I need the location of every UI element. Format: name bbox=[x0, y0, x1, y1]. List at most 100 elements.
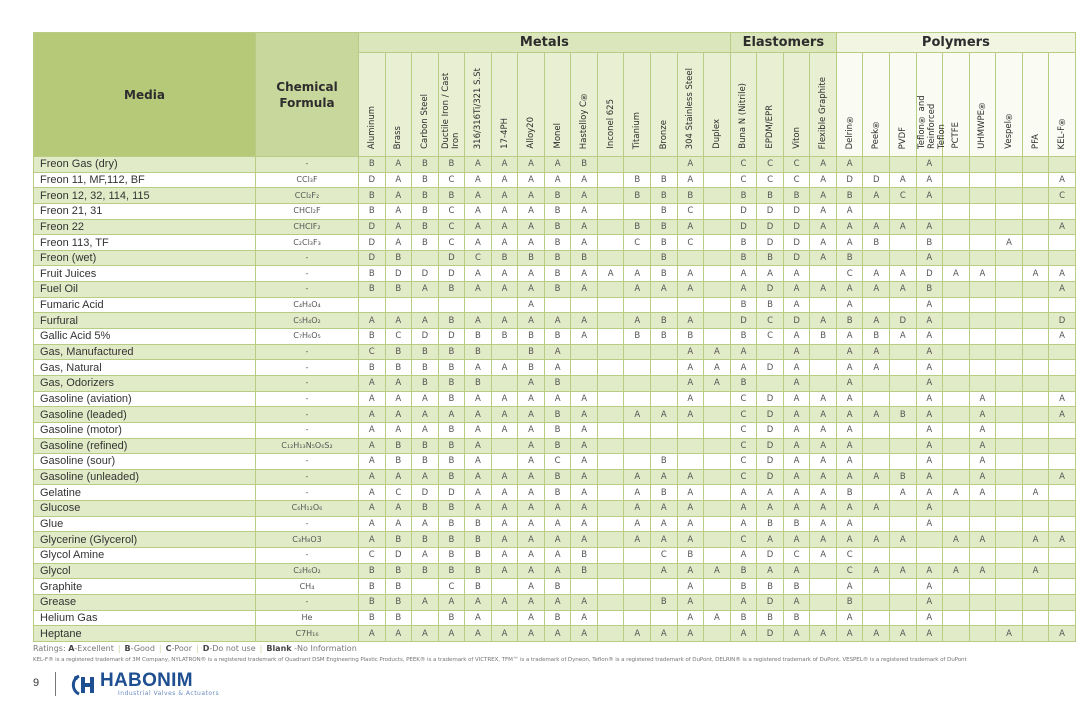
rating-cell: B bbox=[570, 547, 598, 564]
rating-cell: C bbox=[835, 265, 864, 283]
rating-cell: B bbox=[411, 343, 439, 361]
rating-cell bbox=[596, 359, 625, 376]
rating-cell: A bbox=[835, 296, 864, 314]
rating-cell: A bbox=[650, 468, 678, 486]
rating-cell bbox=[703, 406, 731, 423]
rating-cell bbox=[703, 500, 731, 517]
column-header-label: 316/316Ti/321 S.St bbox=[472, 67, 483, 149]
column-header-label: Viton bbox=[791, 127, 802, 149]
chemical-formula: - bbox=[255, 281, 359, 298]
column-header: Delrin® bbox=[835, 52, 864, 157]
rating-cell: B bbox=[570, 249, 598, 267]
rating-cell: A bbox=[835, 406, 864, 423]
rating-cell: B bbox=[384, 359, 413, 376]
rating-cell: A bbox=[570, 625, 598, 642]
rating-cell: B bbox=[411, 202, 439, 220]
rating-cell: D bbox=[729, 202, 758, 220]
rating-cell: A bbox=[384, 234, 413, 251]
rating-cell: A bbox=[570, 421, 598, 439]
rating-cell: B bbox=[650, 484, 678, 502]
table-row: Gallic Acid 5% C₇H₆O₅ B C D D B B B B A B B B B C A B A B A A… bbox=[33, 328, 1076, 345]
rating-cell bbox=[650, 359, 678, 376]
rating-cell: D bbox=[756, 234, 784, 251]
rating-cell: A bbox=[384, 500, 413, 517]
rating-cell: A bbox=[384, 421, 413, 439]
rating-cell: C bbox=[437, 202, 466, 220]
rating-cell: A bbox=[809, 421, 837, 439]
rating-cell: A bbox=[835, 531, 864, 549]
rating-cell: B bbox=[889, 406, 917, 423]
rating-cell: C bbox=[358, 547, 386, 564]
rating-cell: A bbox=[517, 625, 545, 642]
rating-cell: A bbox=[676, 265, 705, 283]
chemical-formula: - bbox=[255, 359, 359, 376]
rating-cell: B bbox=[543, 484, 572, 502]
rating-cell: A bbox=[835, 343, 864, 361]
rating-cell: B bbox=[437, 390, 466, 408]
rating-cell bbox=[942, 390, 970, 408]
rating-cell: A bbox=[889, 218, 917, 236]
rating-cell bbox=[995, 296, 1023, 314]
rating-cell: A bbox=[915, 171, 944, 189]
media-name: Gasoline (sour) bbox=[33, 453, 256, 470]
rating-cell: A bbox=[968, 265, 997, 283]
rating-cell: A bbox=[942, 531, 970, 549]
rating-cell: A bbox=[915, 609, 944, 627]
rating-cell: A bbox=[384, 187, 413, 204]
rating-cell bbox=[1021, 359, 1050, 376]
rating-cell: A bbox=[464, 156, 492, 173]
column-header: Vespel® bbox=[995, 52, 1023, 157]
rating-cell: A bbox=[623, 484, 652, 502]
rating-cell: A bbox=[809, 406, 837, 423]
rating-cell: A bbox=[464, 359, 492, 376]
rating-cell: A bbox=[782, 359, 811, 376]
rating-cell: A bbox=[623, 265, 652, 283]
rating-cell: A bbox=[968, 406, 997, 423]
rating-cell: A bbox=[570, 281, 598, 298]
rating-cell bbox=[1021, 234, 1050, 251]
legend-text: -Excellent bbox=[74, 644, 114, 653]
rating-cell: A bbox=[862, 468, 891, 486]
rating-cell: B bbox=[411, 218, 439, 236]
formula-header: Chemical Formula bbox=[255, 32, 359, 157]
rating-cell bbox=[358, 296, 386, 314]
table-row: Glycol Amine - C D A B B A A A B C B A D C A C bbox=[33, 547, 1076, 564]
rating-cell: A bbox=[570, 484, 598, 502]
rating-cell bbox=[995, 171, 1023, 189]
rating-cell: B bbox=[729, 374, 758, 392]
rating-cell bbox=[942, 625, 970, 642]
rating-cell bbox=[995, 359, 1023, 376]
rating-cell: A bbox=[570, 437, 598, 455]
rating-cell bbox=[623, 156, 652, 173]
rating-cell: C bbox=[650, 547, 678, 564]
rating-cell: A bbox=[915, 578, 944, 595]
rating-cell: A bbox=[384, 218, 413, 236]
rating-cell bbox=[1021, 328, 1050, 345]
rating-cell: A bbox=[889, 625, 917, 642]
chemical-formula: CCl₃F bbox=[255, 171, 359, 189]
rating-cell: D bbox=[756, 202, 784, 220]
rating-cell: A bbox=[490, 156, 519, 173]
rating-cell bbox=[596, 312, 625, 330]
rating-cell bbox=[1048, 578, 1076, 595]
rating-cell bbox=[623, 202, 652, 220]
rating-cell: A bbox=[676, 562, 705, 580]
column-header: PVDF bbox=[889, 52, 917, 157]
rating-cell bbox=[756, 343, 784, 361]
rating-cell bbox=[650, 578, 678, 595]
rating-cell bbox=[703, 265, 731, 283]
rating-cell bbox=[623, 437, 652, 455]
rating-cell: B bbox=[437, 562, 466, 580]
chemical-formula: C₂H₆O₂ bbox=[255, 562, 359, 580]
rating-cell: B bbox=[915, 234, 944, 251]
rating-cell: A bbox=[782, 390, 811, 408]
rating-cell: A bbox=[809, 312, 837, 330]
rating-cell bbox=[703, 531, 731, 549]
rating-cell: A bbox=[835, 500, 864, 517]
rating-cell: B bbox=[358, 187, 386, 204]
media-name: Heptane bbox=[33, 625, 256, 642]
media-name: Glucose bbox=[33, 500, 256, 517]
rating-cell: D bbox=[756, 390, 784, 408]
rating-cell: A bbox=[809, 187, 837, 204]
rating-cell: A bbox=[915, 484, 944, 502]
